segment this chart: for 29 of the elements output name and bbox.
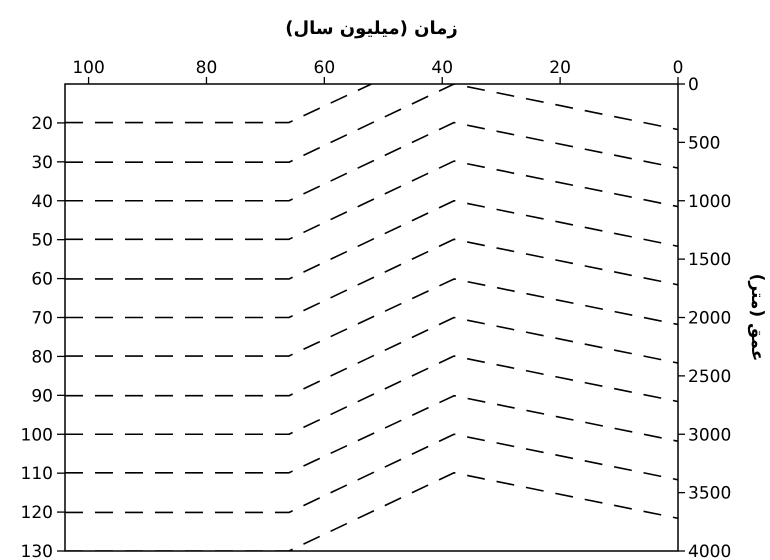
y2-tick-label: 50 (31, 230, 53, 251)
y-tick-label: 1500 (688, 250, 732, 270)
y2-tick-label: 70 (31, 308, 53, 328)
x-tick-label: 40 (431, 58, 454, 78)
y-axis-title: عمق (متر) (747, 274, 767, 362)
y-tick-label: 2500 (688, 366, 732, 387)
y2-tick-label: 100 (20, 425, 53, 446)
y2-tick-label: 130 (20, 542, 53, 560)
y-tick-label: 0 (688, 75, 699, 95)
y-tick-label: 3500 (688, 484, 732, 504)
x-tick-label: 60 (314, 58, 336, 78)
y2-tick-label: 60 (31, 270, 53, 290)
y2-tick-label: 30 (31, 152, 53, 173)
x-tick-label: 20 (549, 58, 571, 78)
x-tick-label: 0 (672, 58, 684, 78)
y2-tick-label: 110 (20, 464, 53, 484)
y2-tick-label: 90 (31, 386, 53, 406)
y-tick-label: 500 (688, 133, 720, 154)
y2-tick-label: 20 (31, 114, 53, 134)
y2-tick-label: 80 (31, 347, 53, 368)
x-tick-label: 80 (196, 58, 218, 78)
y-tick-label: 4000 (688, 542, 732, 560)
x-tick-label: 100 (72, 58, 105, 78)
y2-tick-label: 40 (31, 192, 53, 212)
y-tick-label: 2000 (688, 308, 732, 328)
y-tick-label: 3000 (688, 425, 732, 446)
y2-tick-label: 120 (20, 503, 53, 524)
x-axis-title: زمان (میلیون سال) (285, 18, 458, 39)
y-tick-label: 1000 (688, 192, 732, 212)
